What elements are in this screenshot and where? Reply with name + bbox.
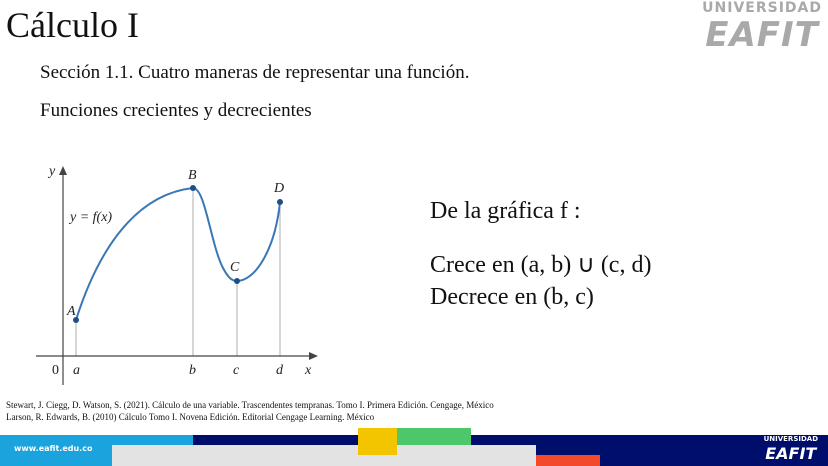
tick-c: c [233,363,240,378]
point-B [190,185,196,191]
page-title: Cálculo I [6,5,139,45]
reference-2: Larson, R. Edwards, B. (2010) Cálculo To… [6,412,375,422]
logo-line2: EAFIT [705,15,819,55]
footer-red-bar [536,455,600,466]
footer-gray-bar [112,445,536,466]
website-link[interactable]: www.eafit.edu.co [14,444,93,453]
footer-yellow-bar [358,428,397,455]
y-axis-label: y [47,164,56,179]
graph-analysis: De la gráfica f : Crece en (a, b) ∪ (c, … [430,195,651,313]
footer-eafit-logo: UNIVERSIDAD EAFIT [764,435,818,463]
guide-lines [75,188,281,356]
function-curve [75,186,281,321]
footer-logo-line1: UNIVERSIDAD [763,435,818,443]
label-D: D [273,181,284,196]
function-label: y = f(x) [68,210,112,225]
tick-a: a [73,363,80,378]
logo-line1: UNIVERSIDAD [702,0,822,16]
footer-logo-line2: EAFIT [765,444,817,463]
point-C [234,278,240,284]
reference-1: Stewart, J. Ciegg, D. Watson, S. (2021).… [6,400,494,410]
references: Stewart, J. Ciegg, D. Watson, S. (2021).… [6,399,494,423]
tick-b: b [189,363,196,378]
point-D [277,199,283,205]
function-graph: y x 0 y = f(x) A B C D a b c d [36,164,318,385]
topic-heading: Funciones crecientes y decrecientes [40,100,312,121]
section-subtitle: Sección 1.1. Cuatro maneras de represent… [40,62,470,83]
decreasing-intervals: Decrece en (b, c) [430,284,594,310]
eafit-logo: UNIVERSIDAD EAFIT [702,0,822,54]
x-axis-arrow [309,352,318,360]
increasing-intervals: Crece en (a, b) ∪ (c, d) [430,252,652,278]
origin-label: 0 [52,363,59,378]
footer-green-bar [397,428,471,445]
y-axis-arrow [59,166,67,175]
label-B: B [188,168,197,183]
x-axis-label: x [304,363,312,378]
info-heading: De la gráfica f : [430,198,581,224]
label-C: C [230,260,240,275]
point-A [73,317,79,323]
tick-d: d [276,363,284,378]
label-A: A [66,304,76,319]
